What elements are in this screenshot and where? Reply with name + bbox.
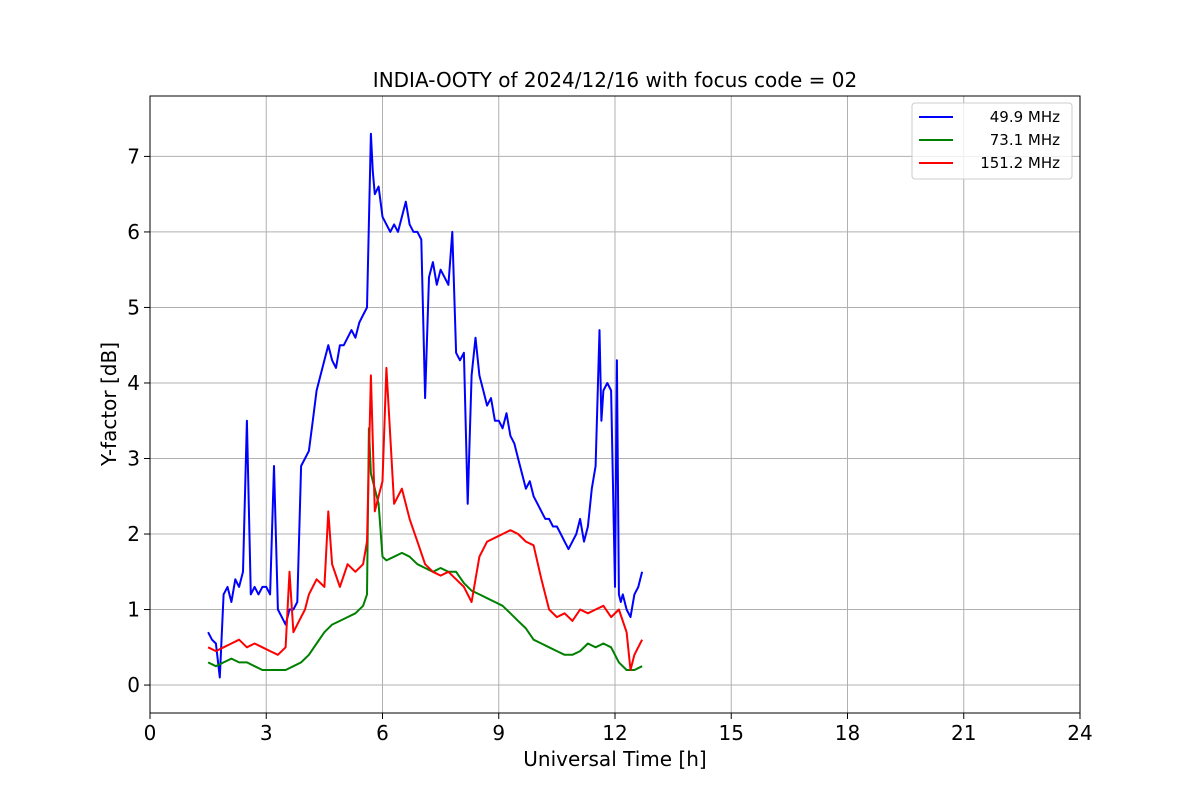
x-axis-label: Universal Time [h]	[523, 747, 706, 771]
legend-label: 151.2 MHz	[980, 154, 1060, 172]
y-tick-label: 7	[127, 144, 140, 168]
legend-label: 49.9 MHz	[990, 108, 1060, 126]
chart-title: INDIA-OOTY of 2024/12/16 with focus code…	[373, 68, 857, 92]
x-tick-label: 24	[1067, 721, 1092, 745]
y-tick-label: 2	[127, 522, 140, 546]
y-tick-label: 0	[127, 673, 140, 697]
legend-label: 73.1 MHz	[990, 131, 1060, 149]
series-line-73-1-mhz	[207, 427, 643, 671]
series-group	[207, 132, 644, 679]
y-tick-label: 5	[127, 295, 140, 319]
legend-box	[911, 102, 1073, 180]
x-tick-label: 12	[602, 721, 627, 745]
x-tick-label: 15	[719, 721, 744, 745]
x-tick-label: 3	[260, 721, 273, 745]
y-tick-label: 3	[127, 446, 140, 470]
x-tick-label: 0	[144, 721, 157, 745]
y-tick-label: 6	[127, 220, 140, 244]
x-tick-label: 9	[492, 721, 505, 745]
y-tick-label: 1	[127, 598, 140, 622]
legend: 49.9 MHz 73.1 MHz 151.2 MHz	[911, 102, 1073, 180]
x-tick-label: 6	[376, 721, 389, 745]
series-line-49-9-mhz	[207, 132, 644, 679]
x-tick-label: 18	[835, 721, 860, 745]
y-tick-label: 4	[127, 371, 140, 395]
y-axis-label: Y-factor [dB]	[97, 342, 121, 467]
x-tick-label: 21	[951, 721, 976, 745]
series-line-151-2-mhz	[207, 366, 643, 671]
